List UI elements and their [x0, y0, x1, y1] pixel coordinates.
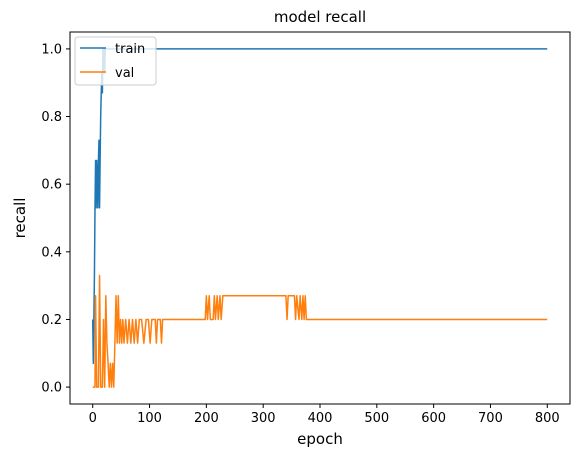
x-tick-label: 800 — [535, 411, 560, 426]
y-tick-label: 0.2 — [41, 313, 62, 328]
x-tick-label: 100 — [137, 411, 162, 426]
legend-label-train: train — [115, 42, 145, 57]
x-tick-label: 700 — [478, 411, 503, 426]
x-tick-label: 600 — [421, 411, 446, 426]
chart-title: model recall — [274, 8, 366, 26]
x-axis-label: epoch — [297, 430, 343, 448]
x-axis: 0 100 200 300 400 500 600 700 800 — [89, 404, 560, 426]
y-axis: 0.0 0.2 0.4 0.6 0.8 1.0 — [41, 42, 70, 396]
y-tick-label: 0.8 — [41, 110, 62, 125]
series-line-val — [92, 274, 548, 388]
legend-label-val: val — [115, 66, 134, 81]
y-tick-label: 0.0 — [41, 381, 62, 396]
y-tick-label: 0.6 — [41, 178, 62, 193]
x-tick-label: 200 — [194, 411, 219, 426]
y-tick-label: 1.0 — [41, 42, 62, 57]
y-axis-label: recall — [11, 198, 29, 239]
legend: train val — [74, 36, 157, 86]
x-tick-label: 500 — [364, 411, 389, 426]
y-tick-label: 0.4 — [41, 245, 62, 260]
x-tick-label: 0 — [89, 411, 97, 426]
legend-box — [74, 36, 157, 86]
x-tick-label: 400 — [308, 411, 333, 426]
x-tick-label: 300 — [251, 411, 276, 426]
